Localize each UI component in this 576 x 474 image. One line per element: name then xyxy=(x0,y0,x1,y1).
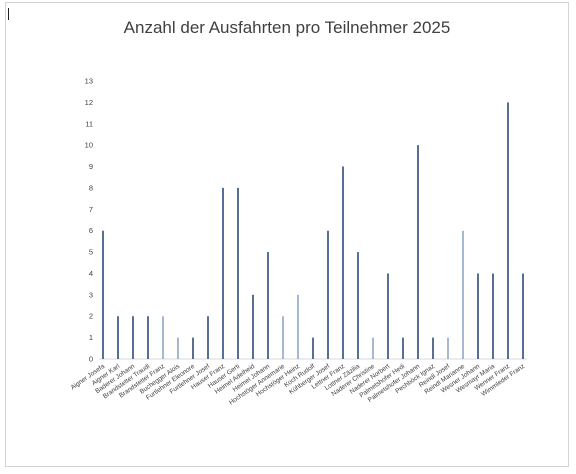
y-tick-label: 0 xyxy=(89,355,93,364)
y-tick-label: 1 xyxy=(89,333,93,342)
y-tick-label: 12 xyxy=(85,98,93,107)
y-tick-label: 4 xyxy=(89,269,93,278)
y-tick-label: 6 xyxy=(89,226,93,235)
y-tick-label: 10 xyxy=(85,141,93,150)
y-tick-label: 3 xyxy=(89,290,93,299)
y-tick-label: 7 xyxy=(89,205,93,214)
y-tick-label: 11 xyxy=(85,119,93,128)
y-tick-label: 8 xyxy=(89,183,93,192)
y-tick-label: 9 xyxy=(89,162,93,171)
chart-frame xyxy=(5,2,569,467)
y-tick-label: 2 xyxy=(89,312,93,321)
y-tick-label: 5 xyxy=(89,248,93,257)
chart-title: Anzahl der Ausfahrten pro Teilnehmer 202… xyxy=(124,18,451,37)
text-cursor xyxy=(8,8,9,20)
y-tick-label: 13 xyxy=(85,77,93,86)
bars xyxy=(102,102,524,359)
